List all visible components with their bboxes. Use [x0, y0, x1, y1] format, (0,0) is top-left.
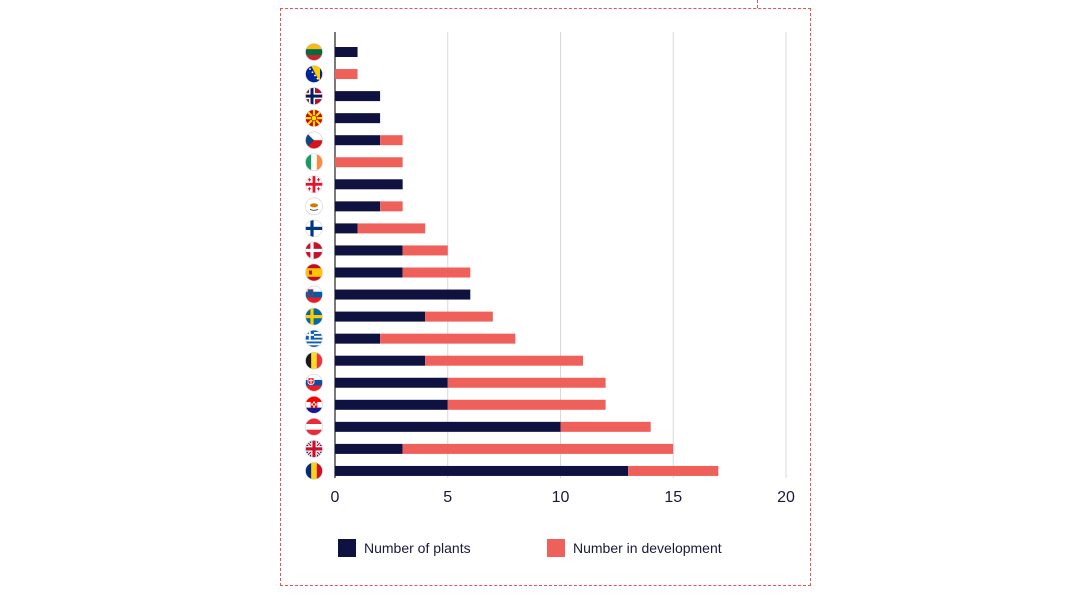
bars	[335, 47, 719, 476]
greece-flag-icon	[305, 330, 323, 348]
bar-slovenia-plants	[335, 289, 471, 300]
belgium-flag-icon	[305, 352, 323, 370]
bar-finland-development	[357, 223, 426, 234]
georgia-flag-outline	[305, 175, 323, 194]
greece-flag-outline	[305, 329, 323, 348]
x-tick-label-0: 0	[331, 489, 340, 506]
bar-finland-plants	[335, 223, 358, 234]
bar-cyprus-development	[380, 201, 403, 212]
norway-flag-icon	[305, 87, 323, 105]
north-macedonia-flag-outline	[305, 109, 323, 127]
x-tick-label-20: 20	[777, 489, 795, 506]
legend-label-plants: Number of plants	[364, 540, 471, 556]
x-tick-label-10: 10	[552, 489, 570, 506]
denmark-flag-icon	[305, 241, 323, 259]
bar-ireland-development	[335, 157, 403, 168]
czechia-flag-outline	[305, 131, 323, 149]
bar-greece-development	[380, 333, 516, 344]
bar-romania-plants	[335, 465, 629, 476]
bar-denmark-plants	[335, 245, 403, 256]
bar-uk-development	[402, 443, 674, 454]
uk-flag-icon	[305, 440, 323, 458]
denmark-flag-outline	[305, 241, 323, 260]
north-macedonia-flag-icon	[305, 109, 323, 127]
slovakia-flag-outline	[305, 373, 323, 392]
legend-swatch-development	[547, 539, 565, 557]
bar-north-macedonia-plants	[335, 113, 381, 124]
lithuania-flag-outline	[305, 43, 323, 61]
bar-czechia-development	[380, 135, 403, 146]
bar-greece-plants	[335, 333, 381, 344]
romania-flag-outline	[305, 462, 323, 480]
czechia-flag-icon	[305, 131, 323, 149]
uk-flag-outline	[305, 440, 323, 458]
norway-flag-outline	[305, 87, 323, 105]
belgium-flag-outline	[305, 351, 323, 370]
bar-slovakia-development	[447, 377, 606, 388]
ireland-flag-outline	[305, 153, 323, 172]
finland-flag-outline	[305, 219, 323, 238]
bar-uk-plants	[335, 443, 403, 454]
bar-cyprus-plants	[335, 201, 381, 212]
frame-corner-tick	[757, 0, 759, 8]
bosnia-flag-outline	[305, 65, 323, 83]
bar-sweden-plants	[335, 311, 426, 322]
finland-flag-icon	[305, 219, 323, 237]
bar-croatia-plants	[335, 399, 448, 410]
austria-flag-outline	[305, 418, 323, 436]
bar-austria-development	[560, 421, 651, 432]
legend-swatch-plants	[338, 539, 356, 557]
cyprus-flag-outline	[305, 197, 323, 216]
sweden-flag-outline	[305, 307, 323, 326]
spain-flag-icon	[305, 264, 323, 281]
bar-spain-plants	[335, 267, 403, 278]
bar-croatia-development	[447, 399, 606, 410]
legend-item-plants: Number of plants	[338, 539, 471, 557]
bar-belgium-development	[425, 355, 584, 366]
legend-item-development: Number in development	[547, 539, 722, 557]
bar-lithuania-plants	[335, 47, 358, 57]
croatia-flag-outline	[305, 395, 323, 414]
slovenia-flag-icon	[305, 286, 323, 304]
bar-georgia-plants	[335, 179, 403, 190]
bar-belgium-plants	[335, 355, 426, 366]
ireland-flag-icon	[305, 153, 323, 171]
bar-bosnia-development	[335, 69, 358, 80]
x-tick-label-15: 15	[664, 489, 682, 506]
georgia-flag-icon	[305, 175, 323, 193]
bar-sweden-development	[425, 311, 493, 322]
slovakia-flag-icon	[305, 374, 323, 392]
bosnia-flag-icon	[305, 65, 323, 83]
x-tick-label-5: 5	[443, 489, 452, 506]
bar-slovakia-plants	[335, 377, 448, 388]
croatia-flag-icon	[305, 396, 323, 414]
bar-romania-development	[628, 465, 719, 476]
slovenia-flag-outline	[305, 285, 323, 304]
lithuania-flag-icon	[305, 43, 323, 61]
bar-norway-plants	[335, 91, 381, 102]
chart-frame	[280, 8, 811, 586]
bar-spain-development	[402, 267, 471, 278]
legend-label-development: Number in development	[573, 540, 722, 556]
bar-czechia-plants	[335, 135, 381, 146]
sweden-flag-icon	[305, 308, 323, 326]
spain-flag-outline	[305, 263, 323, 282]
country-flags	[305, 43, 323, 480]
romania-flag-icon	[305, 462, 323, 480]
bar-austria-plants	[335, 421, 561, 432]
x-tick-labels: 0 5 10 15 20	[331, 489, 795, 506]
cyprus-flag-icon	[305, 197, 323, 215]
austria-flag-icon	[305, 418, 323, 436]
bar-denmark-development	[402, 245, 448, 256]
